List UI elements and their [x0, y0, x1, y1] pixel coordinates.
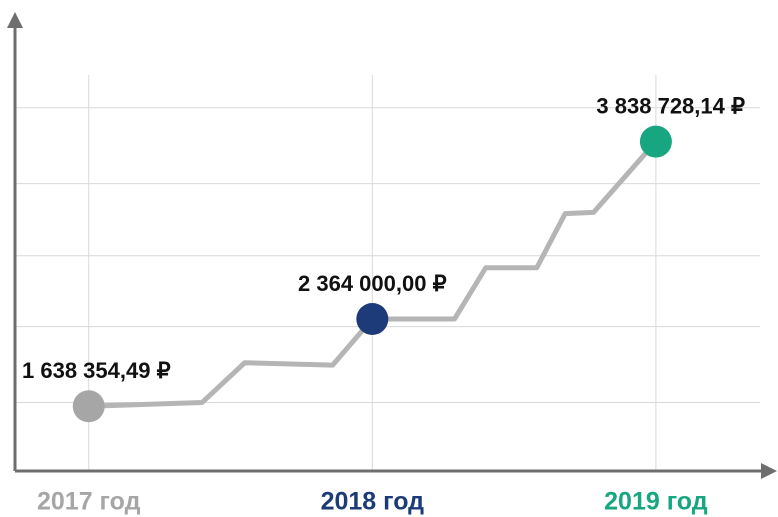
- value-label: 3 838 728,14 ₽: [596, 93, 745, 118]
- line: [88, 139, 658, 409]
- x-tick-label: 2018 год: [321, 488, 425, 516]
- value-label: 2 364 000,00 ₽: [298, 271, 447, 296]
- value-label: 1 638 354,49 ₽: [22, 358, 171, 383]
- x-tick-label: 2019 год: [604, 488, 708, 516]
- point: [356, 302, 389, 335]
- point: [72, 390, 105, 423]
- x-axis-arrow: [761, 463, 777, 479]
- x-tick-label: 2017 год: [37, 488, 141, 516]
- point: [639, 125, 672, 158]
- y-axis-arrow: [7, 12, 23, 28]
